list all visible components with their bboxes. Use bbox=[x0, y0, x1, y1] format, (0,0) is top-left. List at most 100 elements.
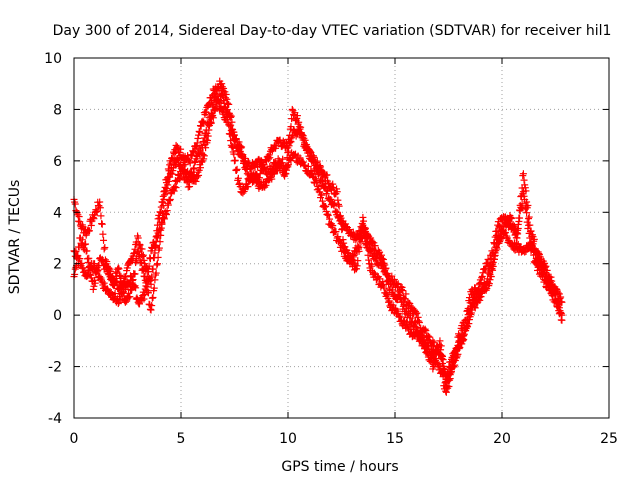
x-tick-label: 0 bbox=[70, 431, 79, 447]
data-point bbox=[139, 265, 147, 273]
data-point bbox=[111, 277, 119, 285]
data-point bbox=[525, 213, 533, 221]
data-point bbox=[103, 285, 111, 293]
data-point bbox=[369, 238, 377, 246]
data-point bbox=[340, 239, 348, 247]
y-tick-label: 4 bbox=[53, 205, 62, 221]
data-point bbox=[161, 215, 169, 223]
chart-title: Day 300 of 2014, Sidereal Day-to-day VTE… bbox=[53, 23, 612, 39]
data-point bbox=[219, 91, 227, 99]
data-point bbox=[119, 282, 127, 290]
data-point bbox=[405, 309, 413, 317]
data-point bbox=[71, 270, 79, 278]
data-point bbox=[116, 271, 124, 279]
data-point bbox=[507, 213, 515, 221]
data-point bbox=[383, 291, 391, 299]
data-point bbox=[462, 316, 470, 324]
data-point bbox=[367, 246, 375, 254]
data-point bbox=[370, 249, 378, 257]
data-point bbox=[144, 288, 152, 296]
data-point bbox=[127, 256, 135, 264]
data-point bbox=[234, 174, 242, 182]
data-point bbox=[188, 172, 196, 180]
data-point bbox=[71, 200, 79, 208]
data-point bbox=[363, 244, 371, 252]
data-point bbox=[135, 251, 143, 259]
data-point bbox=[160, 195, 168, 203]
data-point bbox=[361, 228, 369, 236]
data-point bbox=[410, 319, 418, 327]
data-point bbox=[168, 170, 176, 178]
data-point bbox=[205, 118, 213, 126]
data-point bbox=[272, 144, 280, 152]
data-point bbox=[380, 284, 388, 292]
data-point bbox=[397, 313, 405, 321]
data-point bbox=[87, 221, 95, 229]
data-point bbox=[453, 344, 461, 352]
data-point bbox=[71, 265, 79, 273]
data-point bbox=[214, 97, 222, 105]
data-point bbox=[520, 176, 528, 184]
data-point bbox=[94, 267, 102, 275]
data-point bbox=[262, 181, 270, 189]
data-point bbox=[197, 122, 205, 130]
data-point bbox=[153, 260, 161, 268]
data-point bbox=[299, 136, 307, 144]
data-point bbox=[130, 249, 138, 257]
data-point bbox=[365, 256, 373, 264]
data-point bbox=[144, 289, 152, 297]
data-point bbox=[389, 301, 397, 309]
data-point bbox=[272, 141, 280, 149]
data-point bbox=[220, 84, 228, 92]
data-point bbox=[213, 95, 221, 103]
data-point bbox=[407, 325, 415, 333]
data-point bbox=[209, 103, 217, 111]
data-point bbox=[508, 214, 516, 222]
data-point bbox=[491, 249, 499, 257]
data-point bbox=[208, 109, 216, 117]
data-point bbox=[284, 161, 292, 169]
data-point bbox=[138, 245, 146, 253]
data-point bbox=[200, 155, 208, 163]
data-point bbox=[329, 222, 337, 230]
data-point bbox=[359, 213, 367, 221]
data-point bbox=[514, 224, 522, 232]
data-point bbox=[192, 177, 200, 185]
data-point bbox=[349, 228, 357, 236]
data-point bbox=[91, 260, 99, 268]
data-point bbox=[128, 276, 136, 284]
data-point bbox=[266, 154, 274, 162]
data-point bbox=[517, 204, 525, 212]
data-point bbox=[413, 323, 421, 331]
data-points bbox=[70, 77, 566, 396]
data-point bbox=[141, 276, 149, 284]
data-point bbox=[370, 269, 378, 277]
data-point bbox=[121, 298, 129, 306]
data-point bbox=[193, 173, 201, 181]
data-point bbox=[476, 293, 484, 301]
data-point bbox=[446, 371, 454, 379]
data-point bbox=[523, 218, 531, 226]
data-point bbox=[390, 275, 398, 283]
data-point bbox=[492, 243, 500, 251]
data-point bbox=[134, 247, 142, 255]
data-point bbox=[323, 171, 331, 179]
data-point bbox=[431, 358, 439, 366]
data-point bbox=[148, 302, 156, 310]
data-point bbox=[384, 276, 392, 284]
data-point bbox=[189, 165, 197, 173]
data-point bbox=[327, 195, 335, 203]
data-point bbox=[82, 240, 90, 248]
data-point bbox=[100, 245, 108, 253]
data-point bbox=[518, 200, 526, 208]
data-point bbox=[400, 301, 408, 309]
data-point bbox=[491, 252, 499, 260]
data-point bbox=[145, 262, 153, 270]
data-point bbox=[333, 208, 341, 216]
data-point bbox=[517, 203, 525, 211]
data-point bbox=[439, 352, 447, 360]
data-point bbox=[372, 255, 380, 263]
data-point bbox=[459, 337, 467, 345]
data-point bbox=[469, 300, 477, 308]
data-point bbox=[360, 217, 368, 225]
